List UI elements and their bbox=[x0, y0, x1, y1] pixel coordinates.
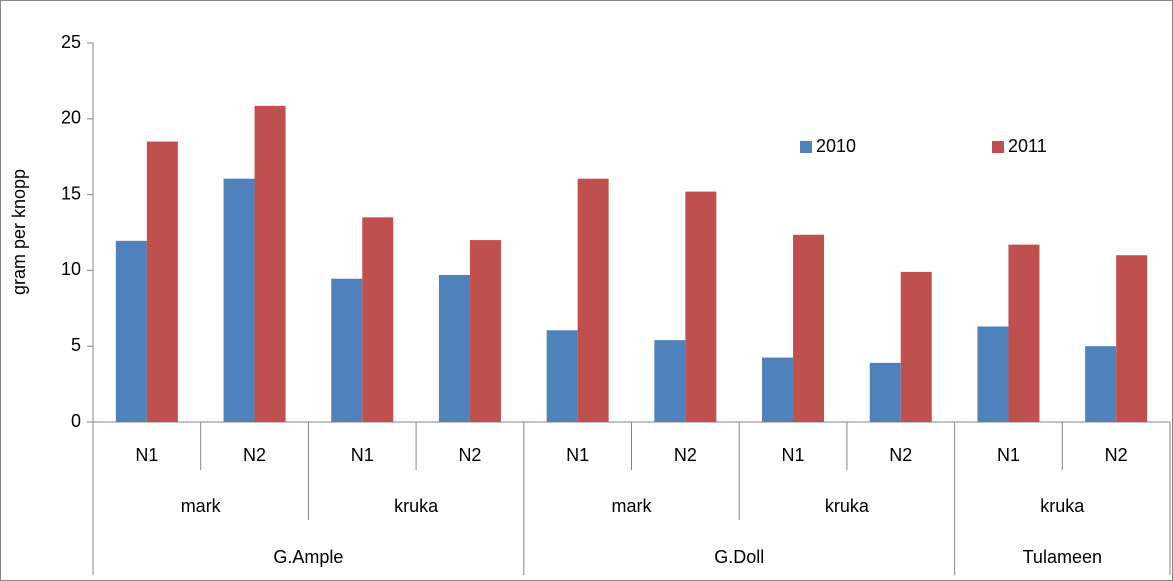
x-tick-label: N2 bbox=[458, 445, 481, 465]
sub-group-label: mark bbox=[181, 496, 222, 516]
y-tick-label: 20 bbox=[61, 108, 81, 128]
sub-group-label: kruka bbox=[825, 496, 870, 516]
y-tick-label: 25 bbox=[61, 32, 81, 52]
legend-label: 2011 bbox=[1008, 136, 1047, 156]
y-tick-label: 10 bbox=[61, 259, 81, 279]
x-tick-label: N2 bbox=[1105, 445, 1128, 465]
bar bbox=[331, 278, 363, 422]
legend-label: 2010 bbox=[816, 136, 856, 156]
group-label: Tulameen bbox=[1023, 547, 1102, 567]
bar bbox=[546, 330, 578, 422]
bar bbox=[1085, 346, 1117, 422]
bar bbox=[254, 105, 286, 422]
x-tick-label: N2 bbox=[243, 445, 266, 465]
bar bbox=[685, 191, 717, 422]
bar bbox=[977, 326, 1009, 422]
bar bbox=[1008, 244, 1040, 422]
bar bbox=[362, 217, 394, 422]
bar bbox=[1116, 255, 1148, 422]
y-axis-label: gram per knopp bbox=[9, 169, 29, 295]
x-tick-label: N1 bbox=[566, 445, 589, 465]
group-label: G.Doll bbox=[714, 547, 764, 567]
bar bbox=[469, 240, 501, 422]
legend-swatch bbox=[992, 141, 1004, 153]
y-tick-label: 5 bbox=[71, 335, 81, 355]
group-label: G.Ample bbox=[273, 547, 343, 567]
bar bbox=[762, 357, 794, 422]
bar bbox=[146, 141, 178, 423]
x-tick-label: N2 bbox=[889, 445, 912, 465]
legend-swatch bbox=[800, 141, 812, 153]
bar bbox=[869, 362, 901, 422]
x-tick-label: N1 bbox=[351, 445, 374, 465]
x-tick-label: N1 bbox=[997, 445, 1020, 465]
bar bbox=[438, 274, 470, 422]
bar bbox=[223, 178, 255, 422]
x-tick-label: N1 bbox=[782, 445, 805, 465]
sub-group-label: kruka bbox=[394, 496, 439, 516]
y-tick-label: 0 bbox=[71, 411, 81, 431]
bar bbox=[900, 271, 932, 422]
y-tick-label: 15 bbox=[61, 183, 81, 203]
bar bbox=[793, 234, 825, 422]
bar bbox=[577, 178, 609, 422]
bar bbox=[115, 240, 147, 422]
x-tick-label: N1 bbox=[135, 445, 158, 465]
x-tick-label: N2 bbox=[674, 445, 697, 465]
bar bbox=[654, 340, 686, 422]
sub-group-label: mark bbox=[612, 496, 653, 516]
sub-group-label: kruka bbox=[1040, 496, 1085, 516]
